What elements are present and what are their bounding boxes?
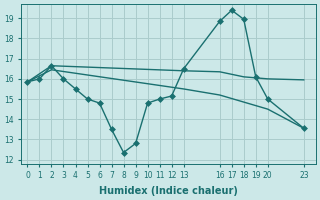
X-axis label: Humidex (Indice chaleur): Humidex (Indice chaleur) [99, 186, 238, 196]
